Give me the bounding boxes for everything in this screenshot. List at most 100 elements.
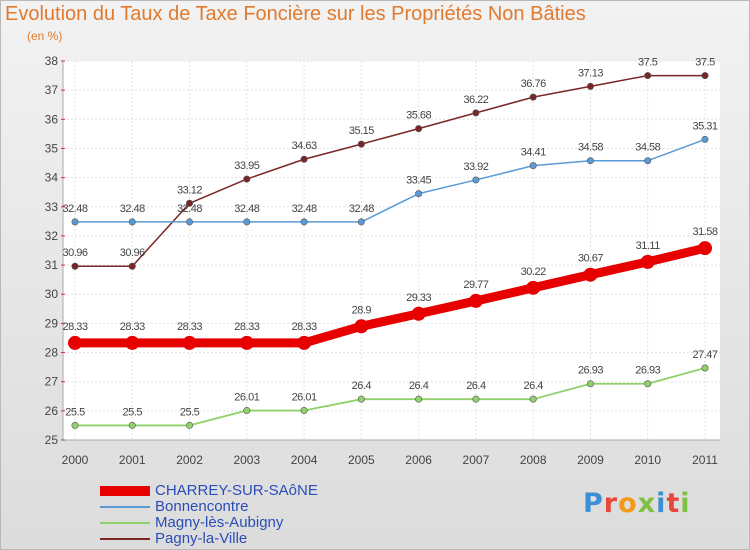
data-label: 36.76	[521, 78, 546, 90]
data-point	[186, 218, 194, 226]
plot-area	[63, 61, 720, 440]
legend-label: Magny-lès-Aubigny	[155, 514, 284, 531]
data-point	[411, 306, 426, 321]
data-point	[586, 380, 594, 388]
data-label: 28.33	[120, 321, 145, 333]
data-point	[529, 395, 537, 403]
x-tick-label: 2003	[233, 453, 260, 467]
legend-label: CHARREY-SUR-SAôNE	[155, 482, 318, 499]
data-point	[243, 218, 251, 226]
x-tick-label: 2009	[577, 453, 604, 467]
data-point	[354, 319, 369, 334]
logo-letter: r	[603, 488, 619, 519]
data-point	[186, 421, 194, 429]
data-label: 31.58	[692, 226, 717, 238]
data-point	[71, 262, 79, 270]
data-label: 33.45	[406, 175, 431, 187]
data-point	[300, 218, 308, 226]
legend-label: Pagny-la-Ville	[155, 530, 248, 547]
x-tick-label: 2002	[176, 453, 203, 467]
data-label: 32.48	[177, 203, 202, 215]
data-label: 30.67	[578, 253, 603, 265]
data-label: 29.33	[406, 292, 431, 304]
y-tick-label: 29	[45, 316, 59, 330]
data-label: 37.13	[578, 67, 603, 79]
data-label: 29.77	[463, 279, 488, 291]
series-line	[74, 74, 706, 267]
x-tick-label: 2011	[692, 453, 718, 467]
data-point	[472, 176, 480, 184]
y-tick-label: 32	[45, 229, 59, 243]
data-point	[357, 140, 365, 148]
y-tick-label: 38	[45, 54, 59, 68]
data-point	[472, 109, 480, 117]
data-point	[701, 364, 709, 372]
y-tick-label: 35	[45, 141, 59, 155]
data-label: 25.5	[123, 406, 143, 418]
y-tick-label: 33	[45, 200, 59, 214]
data-label: 31.11	[636, 240, 661, 252]
data-point	[243, 407, 251, 415]
y-tick-label: 27	[45, 375, 59, 389]
legend-swatch	[100, 538, 150, 540]
data-label: 36.22	[463, 94, 488, 106]
data-label: 28.9	[352, 304, 372, 316]
series-charrey-sur-sa-ne	[68, 241, 712, 350]
data-point	[472, 395, 480, 403]
y-tick-label: 30	[45, 287, 59, 301]
data-label: 32.48	[62, 203, 87, 215]
logo-letter: i	[656, 488, 667, 519]
data-label: 25.5	[65, 406, 85, 418]
logo-letter: P	[583, 488, 604, 519]
data-label: 32.48	[120, 203, 145, 215]
data-label: 34.63	[292, 140, 317, 152]
data-point	[300, 155, 308, 163]
x-tick-label: 2007	[463, 453, 490, 467]
data-label: 34.41	[521, 147, 546, 159]
data-label: 35.68	[406, 110, 431, 122]
series-line	[74, 367, 706, 427]
series-bonnencontre	[71, 135, 709, 226]
logo-letter: i	[680, 488, 691, 519]
data-label: 32.48	[234, 203, 259, 215]
y-tick-label: 25	[45, 433, 59, 447]
data-point	[297, 335, 312, 350]
data-label: 30.96	[120, 247, 145, 259]
y-tick-label: 28	[45, 346, 59, 360]
data-point	[128, 218, 136, 226]
data-label: 37.5	[695, 57, 715, 69]
y-tick-label: 37	[45, 83, 59, 97]
data-label: 30.22	[521, 266, 546, 278]
x-tick-label: 2010	[634, 453, 661, 467]
data-point	[583, 267, 598, 282]
legend-swatch	[100, 486, 150, 496]
data-point	[529, 93, 537, 101]
data-point	[239, 335, 254, 350]
data-point	[701, 135, 709, 143]
data-label: 28.33	[62, 321, 87, 333]
series-line	[70, 243, 710, 348]
data-label: 35.15	[349, 125, 374, 137]
data-label: 32.48	[292, 203, 317, 215]
data-label: 26.93	[578, 365, 603, 377]
data-point	[357, 395, 365, 403]
data-point	[415, 395, 423, 403]
data-point	[357, 218, 365, 226]
data-label: 33.95	[234, 160, 259, 172]
data-point	[701, 72, 709, 80]
y-tick-label: 26	[45, 404, 59, 418]
data-label: 26.4	[409, 380, 429, 392]
y-tick-label: 31	[45, 258, 59, 272]
x-tick-label: 2006	[405, 453, 432, 467]
data-point	[300, 407, 308, 415]
data-label: 28.33	[177, 321, 202, 333]
data-point	[68, 335, 82, 350]
data-label: 26.93	[635, 365, 660, 377]
logo-letter: t	[666, 488, 681, 519]
data-label: 30.96	[62, 247, 87, 259]
data-label: 26.4	[352, 380, 372, 392]
y-tick-label: 36	[45, 112, 59, 126]
data-point	[529, 162, 537, 170]
x-tick-label: 2008	[520, 453, 547, 467]
